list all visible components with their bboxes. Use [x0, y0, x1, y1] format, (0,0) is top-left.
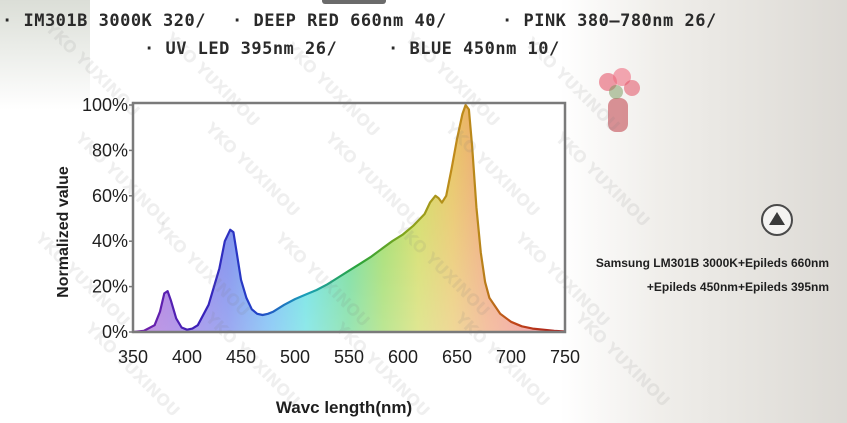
x-axis-label: Wavc length(nm)	[276, 398, 412, 417]
spectrum-area-highlight	[133, 105, 565, 332]
x-tick-label: 750	[550, 347, 580, 367]
x-tick-label: 550	[334, 347, 364, 367]
x-tick-label: 650	[442, 347, 472, 367]
legend-line-1: · IM301B 3000K 320/ · DEEP RED 660nm 40/…	[0, 11, 847, 37]
spectrum-line	[132, 103, 566, 334]
x-tick-label: 700	[496, 347, 526, 367]
legend-item-uv-led: · UV LED 395nm 26/	[144, 39, 338, 59]
scroll-to-top-button[interactable]	[761, 204, 793, 236]
plot-frame	[131, 101, 567, 334]
up-arrow-icon	[769, 212, 785, 225]
legend-item-blue: · BLUE 450nm 10/	[388, 39, 560, 59]
x-tick-label: 400	[172, 347, 202, 367]
caption-line-2: +Epileds 450nm+Epileds 395nm	[646, 280, 829, 294]
top-tab	[322, 0, 386, 4]
legend-line-2: · UV LED 395nm 26/ · BLUE 450nm 10/	[0, 39, 847, 65]
y-tick-label: 60%	[92, 186, 128, 206]
background-photo	[560, 0, 847, 423]
tick-group: 350 400 450 500 550 600 650 700 750 0% 20% 40% 60% 80…	[82, 95, 580, 367]
spectrum-area-group	[132, 103, 566, 334]
y-tick-label: 80%	[92, 140, 128, 160]
x-tick-label: 450	[226, 347, 256, 367]
y-tick-label: 100%	[82, 95, 128, 115]
y-axis-label: Normalized value	[55, 166, 72, 298]
y-tick-label: 20%	[92, 277, 128, 297]
legend-item-pink: · PINK 380–780nm 26/	[502, 11, 717, 31]
x-tick-label: 350	[118, 347, 148, 367]
x-tick-label: 500	[280, 347, 310, 367]
caption-line-1: Samsung LM301B 3000K+Epileds 660nm	[595, 256, 829, 270]
y-tick-label: 0%	[102, 322, 128, 342]
legend-item-deep-red: · DEEP RED 660nm 40/	[232, 11, 447, 31]
legend-item-im301b: · IM301B 3000K 320/	[2, 11, 206, 31]
background-photo-left	[0, 0, 90, 110]
x-tick-label: 600	[388, 347, 418, 367]
y-tick-label: 40%	[92, 231, 128, 251]
flower-vase-icon	[599, 68, 640, 132]
